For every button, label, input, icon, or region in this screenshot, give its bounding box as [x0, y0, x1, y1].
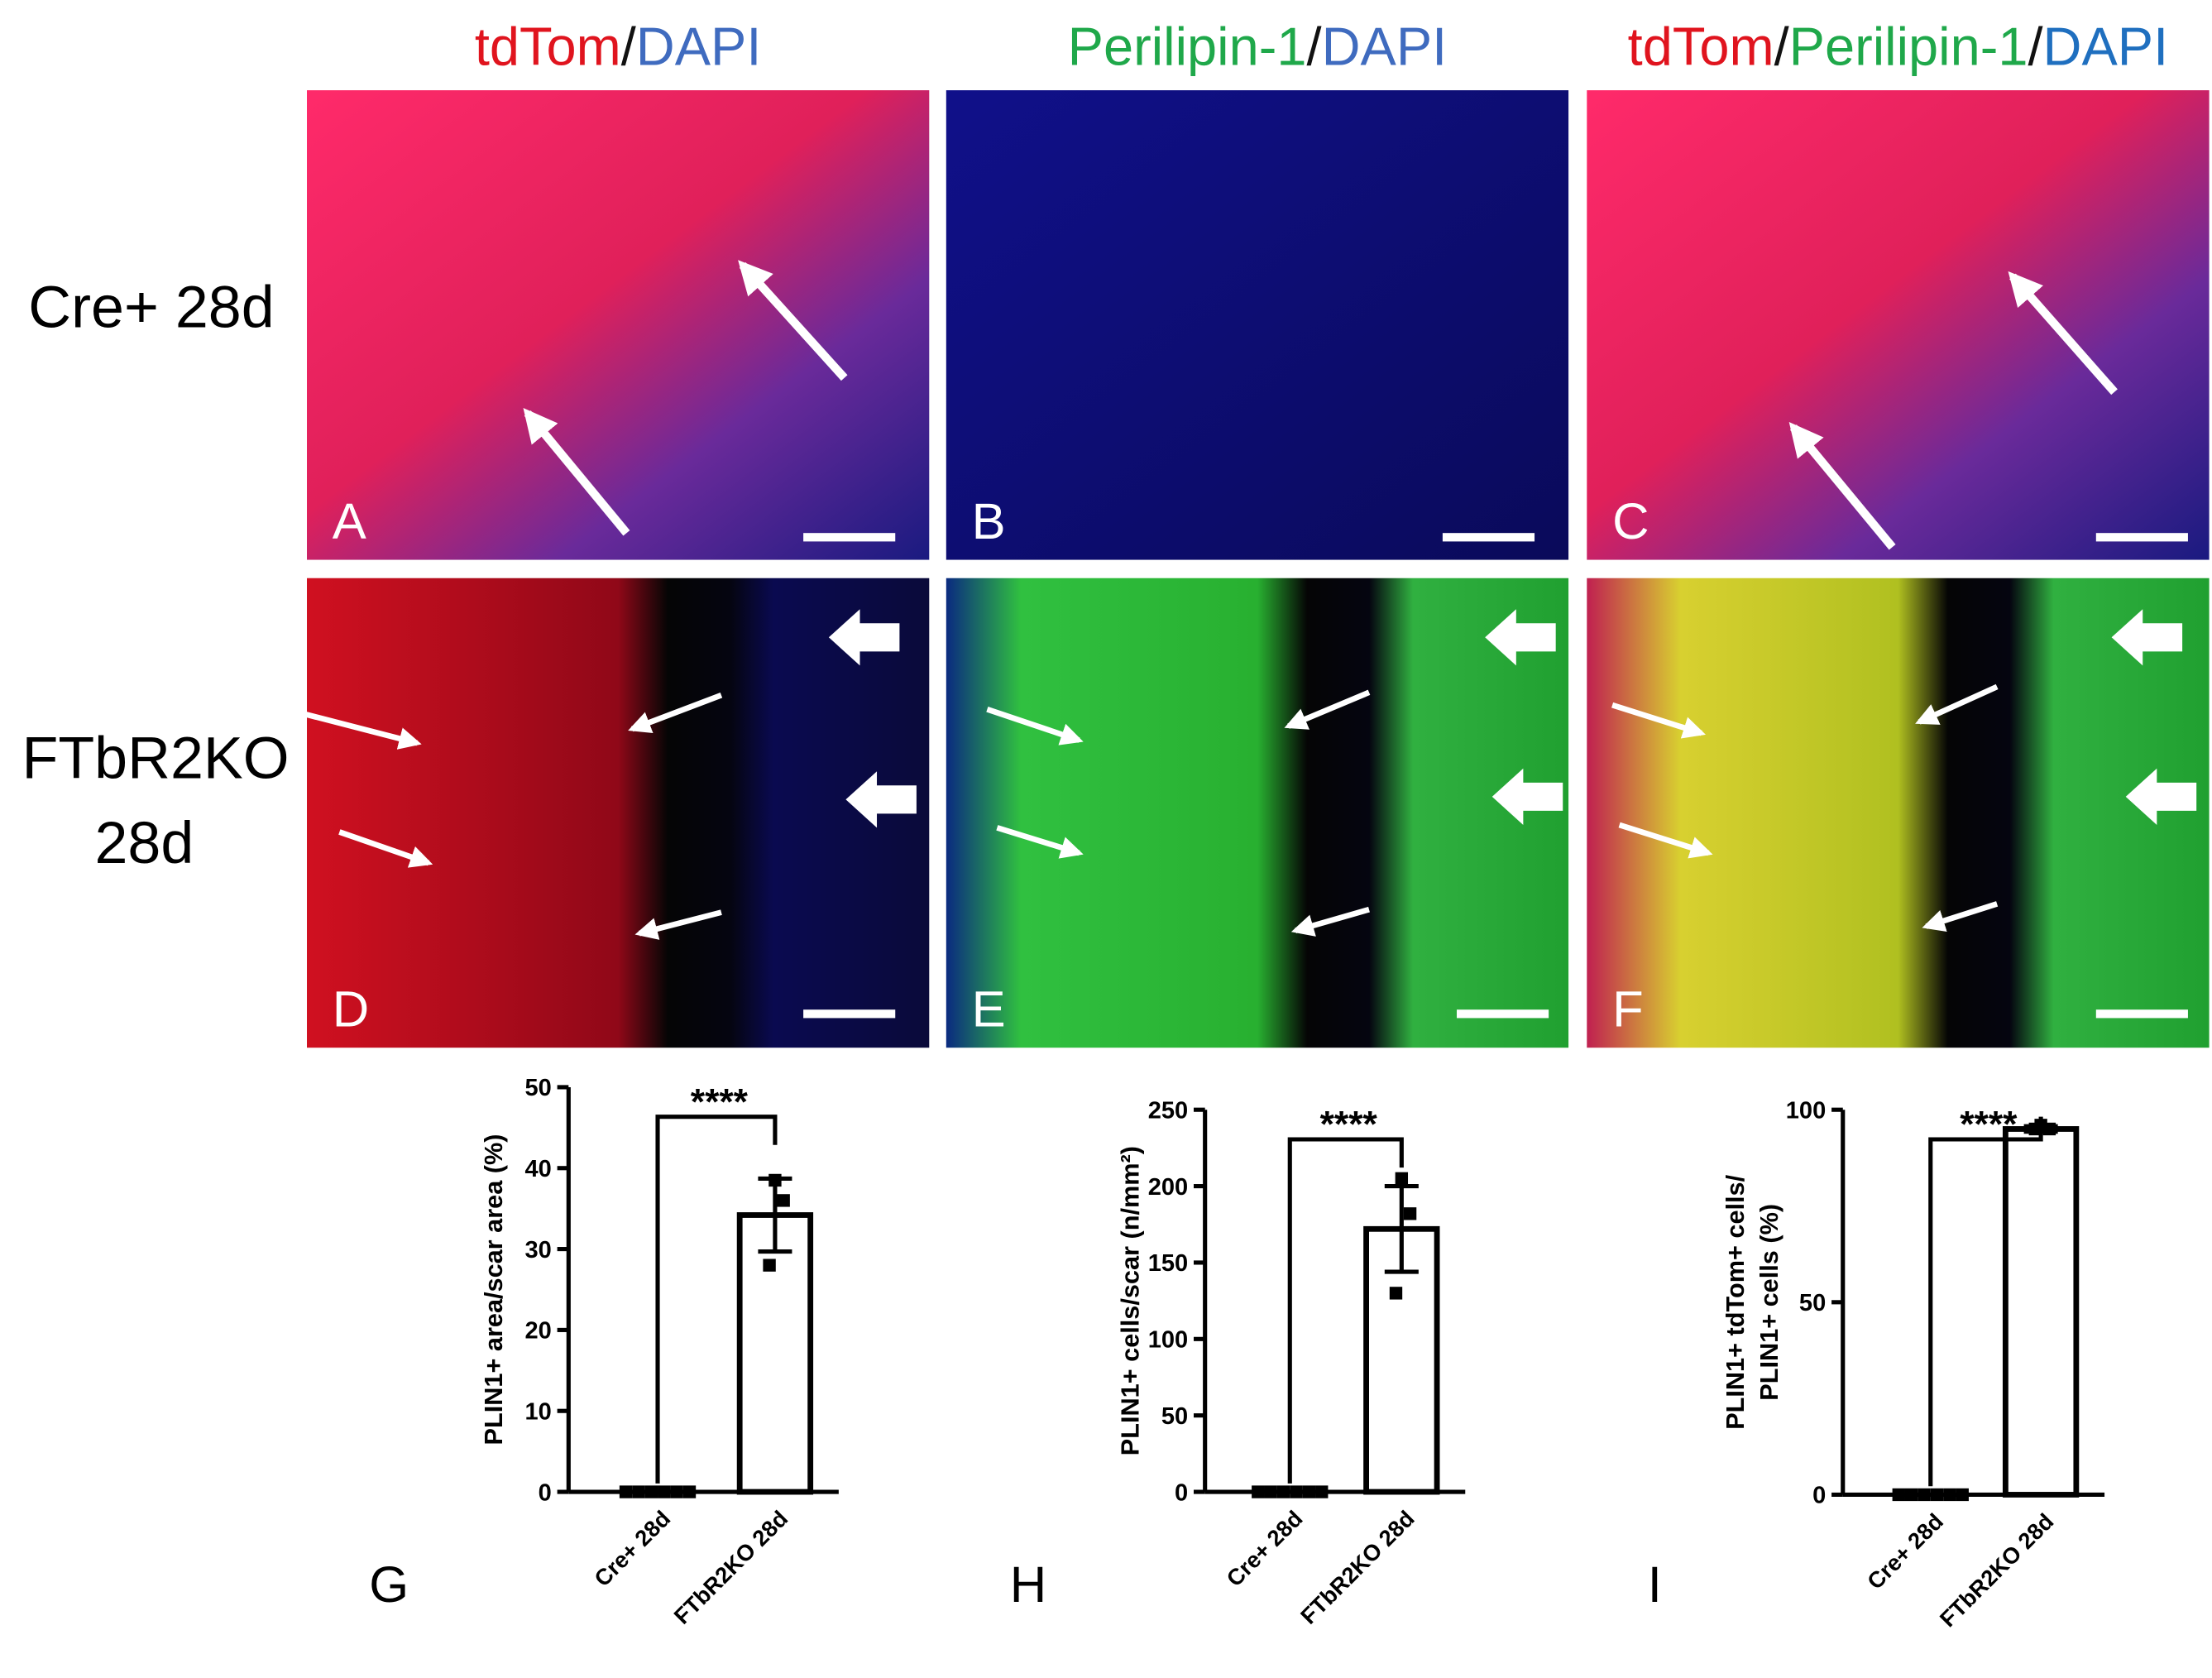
panel-letter: E [972, 981, 1006, 1038]
row-label: Cre+ 28d [28, 274, 274, 340]
data-point [768, 1173, 782, 1187]
y-tick-label: 40 [524, 1156, 551, 1182]
data-point [1315, 1485, 1329, 1498]
bar [2002, 1126, 2080, 1498]
data-point [777, 1194, 790, 1207]
data-point [1918, 1488, 1931, 1502]
y-tick-label: 0 [1812, 1483, 1826, 1509]
y-axis-label: PLIN1+ area/scar area (%) [479, 1134, 508, 1445]
data-point [1290, 1485, 1303, 1498]
y-tick-label: 20 [524, 1318, 551, 1345]
x-tick-label: FTbR2KO 28d [1295, 1505, 1420, 1628]
error-bar [1384, 1184, 1419, 1274]
data-point [1892, 1488, 1905, 1502]
header-part: DAPI [1322, 16, 1448, 76]
y-tick-label: 100 [1786, 1097, 1826, 1124]
significance-bracket [655, 1115, 778, 1484]
data-point [1252, 1485, 1265, 1498]
data-point [1956, 1488, 1969, 1502]
data-point [1276, 1485, 1290, 1498]
header-part: tdTom [1628, 16, 1774, 76]
data-point [1904, 1488, 1918, 1502]
arrows [296, 683, 1999, 940]
micrograph [307, 90, 930, 560]
micrograph [946, 578, 1569, 1048]
y-tick-label: 50 [1161, 1403, 1188, 1430]
panel-letter: C [1612, 493, 1649, 550]
panel-letter: H [1010, 1556, 1046, 1613]
data-point [1302, 1485, 1316, 1498]
significance-label: **** [1960, 1105, 2018, 1145]
data-point [1943, 1488, 1956, 1502]
header-part: Perilipin-1 [1068, 16, 1307, 76]
data-point [644, 1485, 658, 1498]
data-point [763, 1258, 776, 1272]
x-tick-label: Cre+ 28d [1221, 1505, 1307, 1591]
y-tick-label: 150 [1148, 1250, 1188, 1277]
data-point [619, 1485, 633, 1498]
y-tick-label: 0 [539, 1479, 552, 1506]
data-point [1930, 1488, 1944, 1502]
data-point [1395, 1172, 1409, 1186]
arrows [523, 260, 2118, 550]
data-point [1403, 1207, 1417, 1220]
data-point [1389, 1287, 1403, 1300]
column-header: Perilipin-1/DAPI [1068, 16, 1448, 76]
y-tick-label: 30 [524, 1237, 551, 1263]
panel-letter: A [333, 493, 366, 550]
y-tick-label: 50 [1799, 1290, 1826, 1316]
header-part: DAPI [2043, 16, 2169, 76]
row-label: FTbR2KO [22, 726, 289, 792]
header-part: / [1307, 16, 1323, 76]
column-header: tdTom/Perilipin-1/DAPI [1628, 16, 2169, 76]
y-tick-label: 100 [1148, 1327, 1188, 1354]
data-point [1264, 1485, 1277, 1498]
panel-letter: I [1648, 1556, 1662, 1613]
y-tick-label: 10 [524, 1398, 551, 1425]
header-part: tdTom [475, 16, 621, 76]
micrographs [296, 90, 2210, 1048]
micrograph [1587, 90, 2210, 560]
significance-label: **** [691, 1081, 749, 1122]
panel-letter: B [972, 493, 1006, 550]
x-tick-label: FTbR2KO 28d [1935, 1508, 2059, 1632]
panel-letter: F [1612, 981, 1644, 1038]
data-point [670, 1485, 683, 1498]
significance-bracket [1287, 1137, 1404, 1484]
y-tick-label: 250 [1148, 1097, 1188, 1124]
block-arrows [828, 609, 2197, 828]
micrograph [307, 578, 930, 1048]
scale-bars [803, 533, 2188, 1019]
x-tick-label: FTbR2KO 28d [668, 1505, 792, 1628]
header-part: / [621, 16, 637, 76]
micrograph [1587, 578, 2210, 1048]
header-part: DAPI [636, 16, 762, 76]
data-point [2042, 1122, 2056, 1136]
significance-label: **** [1320, 1105, 1378, 1145]
header-part: / [1774, 16, 1790, 76]
data-point [682, 1485, 697, 1498]
panel-letter: D [333, 981, 369, 1038]
data-point [632, 1485, 645, 1498]
header-part: Perilipin-1 [1789, 16, 2028, 76]
data-point [2028, 1122, 2042, 1136]
data-point [658, 1485, 671, 1498]
panel-letter: G [369, 1556, 409, 1613]
row-label: 28d [94, 810, 194, 876]
column-header: tdTom/DAPI [475, 16, 762, 76]
y-axis-label: PLIN1+ tdTom+ cells/ [1721, 1174, 1750, 1429]
y-tick-label: 50 [524, 1075, 551, 1101]
micrograph [946, 90, 1569, 560]
y-axis-label: PLIN1+ cells (%) [1755, 1204, 1783, 1401]
y-tick-label: 200 [1148, 1174, 1188, 1201]
y-axis-label: PLIN1+ cells/scar (n/mm²) [1115, 1146, 1144, 1455]
y-tick-label: 0 [1175, 1479, 1188, 1506]
significance-bracket [1928, 1116, 2043, 1487]
x-tick-label: Cre+ 28d [589, 1505, 675, 1591]
x-tick-label: Cre+ 28d [1862, 1508, 1948, 1594]
header-part: / [2028, 16, 2044, 76]
bar [736, 1212, 814, 1495]
